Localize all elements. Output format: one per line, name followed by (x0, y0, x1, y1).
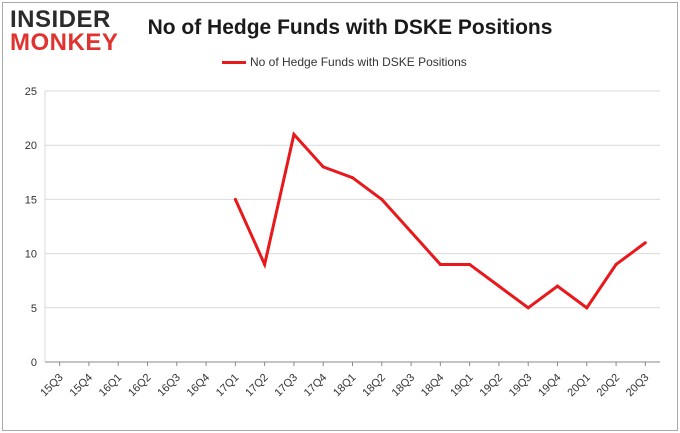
x-tick-label: 19Q3 (507, 372, 535, 400)
x-tick-label: 16Q2 (126, 372, 154, 400)
legend-swatch (222, 60, 246, 64)
y-tick-label: 20 (25, 140, 37, 152)
data-point (556, 284, 559, 288)
x-tick-label: 18Q2 (360, 372, 388, 400)
data-point (380, 197, 384, 201)
data-point (321, 165, 325, 169)
data-point (351, 176, 354, 180)
x-tick-label: 20Q1 (565, 372, 593, 400)
y-tick-label: 15 (25, 194, 37, 206)
x-tick-label: 17Q3 (273, 372, 301, 400)
data-point (409, 230, 413, 234)
data-point (468, 262, 472, 266)
data-point (643, 241, 647, 245)
x-tick-label: 19Q4 (536, 372, 564, 400)
x-tick-label: 18Q1 (331, 372, 359, 400)
x-tick-label: 17Q1 (214, 372, 242, 400)
x-tick-label: 16Q4 (185, 372, 213, 400)
logo-text-insider: INSIDER (10, 6, 111, 33)
x-tick-label: 15Q3 (38, 372, 66, 400)
data-point (526, 306, 530, 310)
x-tick-label: 15Q4 (68, 372, 96, 400)
x-tick-label: 19Q1 (448, 372, 476, 400)
x-tick-label: 18Q3 (390, 372, 418, 400)
x-tick-label: 19Q2 (478, 372, 506, 400)
x-tick-label: 16Q3 (155, 372, 183, 400)
x-tick-label: 17Q4 (302, 372, 330, 400)
data-point (292, 132, 296, 136)
chart-legend: No of Hedge Funds with DSKE Positions (222, 54, 467, 70)
x-tick-label: 17Q2 (243, 372, 271, 400)
data-point (233, 197, 237, 201)
y-tick-label: 25 (25, 86, 37, 98)
x-tick-label: 16Q1 (97, 372, 125, 400)
data-point (263, 262, 267, 266)
x-tick-label: 20Q2 (595, 372, 623, 400)
data-point (614, 262, 618, 266)
logo-text-monkey: MONKEY (10, 29, 119, 56)
data-point (585, 306, 589, 310)
legend-label: No of Hedge Funds with DSKE Positions (250, 55, 467, 69)
data-point (497, 284, 501, 288)
data-point (438, 262, 442, 266)
series-line (233, 131, 647, 310)
y-tick-label: 10 (25, 249, 37, 261)
insider-monkey-logo: INSIDER MONKEY (10, 8, 128, 58)
x-tick-label: 20Q3 (624, 372, 652, 400)
y-tick-label: 5 (31, 303, 37, 315)
y-tick-label: 0 (31, 357, 37, 369)
chart-title: No of Hedge Funds with DSKE Positions (147, 16, 553, 39)
x-tick-label: 18Q4 (419, 372, 447, 400)
